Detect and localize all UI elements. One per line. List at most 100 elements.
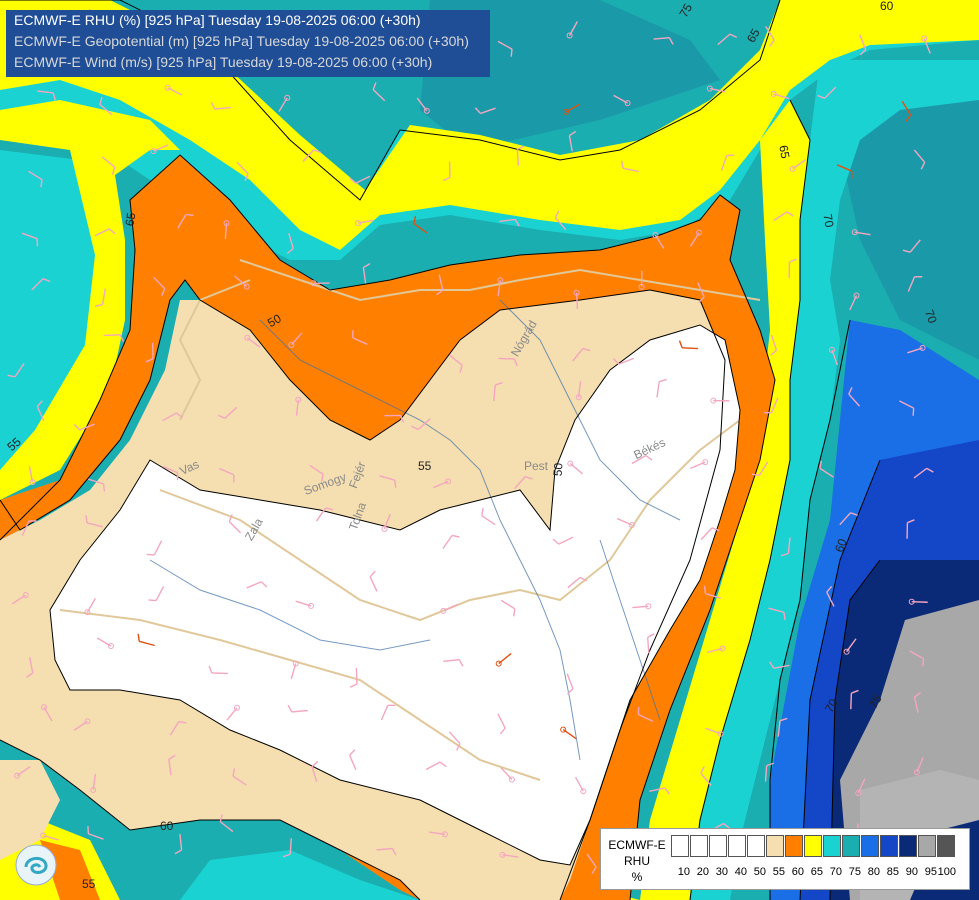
wind-barb	[637, 706, 654, 722]
legend-bin	[766, 835, 784, 857]
wind-barb	[826, 585, 835, 607]
legend-tick: 75	[848, 866, 861, 878]
legend-tick: 95	[924, 866, 937, 878]
wind-barb	[440, 603, 459, 614]
legend-bin	[880, 835, 898, 857]
rivers	[149, 299, 681, 761]
wind-barb	[355, 219, 374, 227]
field-75-se	[840, 60, 979, 360]
wind-barb	[913, 692, 922, 713]
legend-tick: 30	[715, 866, 728, 878]
wind-barb	[696, 281, 705, 303]
wind-barb	[839, 512, 858, 526]
wind-barb	[773, 211, 794, 222]
wind-barb	[168, 754, 176, 776]
contour-label: 60	[880, 0, 894, 13]
wind-barb	[788, 258, 797, 279]
wind-barb	[88, 478, 106, 492]
wind-barb	[768, 661, 790, 669]
wind-barb	[384, 414, 405, 423]
wind-barb	[282, 838, 292, 858]
wind-barb	[514, 475, 533, 490]
wind-barb	[416, 97, 430, 114]
legend-bin	[747, 835, 765, 857]
wind-barb	[11, 592, 29, 605]
wind-barb	[703, 585, 721, 599]
color-legend: ECMWF-E RHU % 10 20 30 40 50 55 60 65 70 75 80 85 90…	[600, 828, 970, 890]
wind-barb	[497, 713, 506, 735]
wind-barb	[246, 581, 268, 589]
wind-barb	[710, 397, 730, 404]
wind-barb	[851, 229, 871, 236]
wind-barb	[780, 537, 791, 557]
wind-barb	[495, 652, 512, 667]
wind-barb	[376, 847, 397, 856]
legend-tick: 85	[886, 866, 899, 878]
wind-barb	[73, 718, 91, 731]
wind-barb	[751, 461, 769, 477]
wind-barb	[828, 346, 839, 366]
wind-barb	[286, 233, 294, 254]
legend-ticks: 10 20 30 40 50 55 60 65 70 75 80 85 90 95 100	[671, 866, 956, 878]
legend-tick: 100	[937, 866, 956, 878]
legend-bin	[918, 835, 936, 857]
wind-barb	[442, 534, 460, 550]
contour-label: 50	[550, 462, 565, 477]
wind-barb	[652, 232, 665, 250]
legend-title-model: ECMWF-E	[608, 838, 666, 852]
wind-barb	[560, 726, 577, 740]
field-65-west	[0, 150, 100, 480]
wind-barb	[770, 334, 778, 356]
contour-label: 50	[265, 311, 284, 330]
wind-barb	[443, 658, 464, 667]
wind-barb	[14, 765, 31, 779]
legend-bin	[937, 835, 955, 857]
wind-barb	[309, 464, 324, 482]
wind-barb	[616, 517, 635, 528]
wind-barb	[148, 586, 165, 602]
wind-barb	[554, 210, 567, 231]
wind-barb	[228, 514, 242, 534]
contour-label: 75	[866, 692, 885, 711]
wind-barb	[481, 508, 496, 526]
wind-barb	[500, 767, 515, 783]
wind-barb	[41, 704, 53, 722]
legend-tick: 55	[772, 866, 785, 878]
wind-barb	[290, 660, 299, 680]
wind-barb	[656, 378, 667, 398]
wind-barb	[768, 607, 786, 620]
wind-barb	[678, 340, 699, 350]
legend-tick: 65	[810, 866, 823, 878]
wind-barb	[613, 94, 631, 107]
wind-barb	[717, 33, 738, 46]
wind-barb	[226, 704, 240, 721]
wind-barb	[169, 720, 187, 736]
contour-label: 65	[744, 26, 763, 45]
wind-barb	[653, 37, 674, 45]
wind-barb	[836, 164, 853, 179]
wind-barb	[566, 21, 578, 39]
yellow-east	[640, 100, 810, 900]
wind-barb	[379, 475, 397, 488]
wind-barb	[901, 100, 912, 122]
wind-barb	[566, 673, 574, 695]
field-50-white	[50, 325, 740, 865]
contour-label: 60	[160, 819, 174, 833]
legend-title-variable: RHU	[624, 854, 650, 868]
wind-barb	[369, 570, 378, 592]
info-line-geopotential: ECMWF-E Geopotential (m) [925 hPa] Tuesd…	[14, 33, 469, 49]
contour-label: 75	[676, 1, 695, 20]
wind-barb	[40, 832, 59, 841]
wind-barb	[315, 507, 334, 522]
wind-barb	[28, 466, 36, 486]
field-65-nw	[0, 0, 979, 260]
wind-barb	[631, 454, 653, 465]
wind-barb	[234, 275, 250, 290]
wind-barb	[7, 363, 25, 378]
wind-barb	[164, 84, 183, 96]
legend-tick: 40	[734, 866, 747, 878]
wind-barb	[913, 467, 934, 479]
wind-barb	[586, 853, 597, 874]
wind-barb	[573, 289, 580, 309]
